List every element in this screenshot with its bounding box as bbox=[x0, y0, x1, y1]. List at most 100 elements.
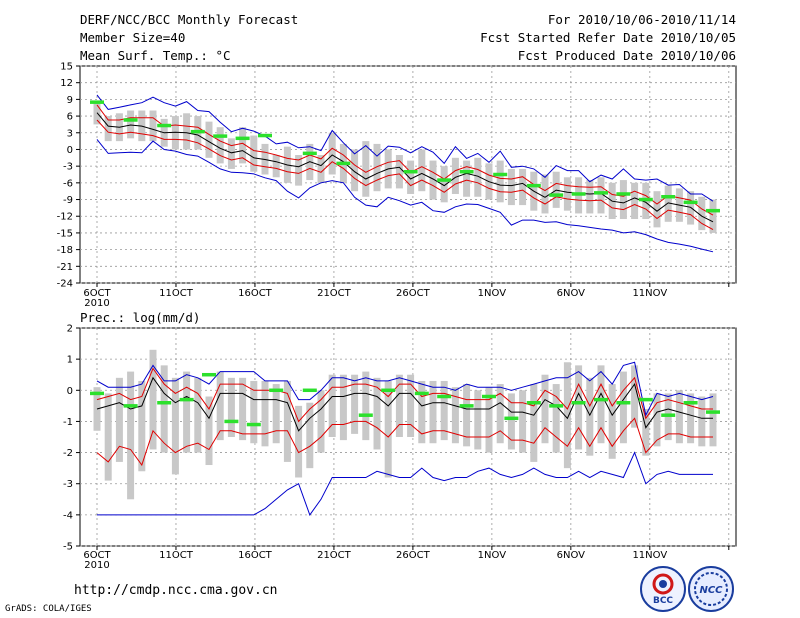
p1-box bbox=[239, 377, 247, 441]
p1-box bbox=[496, 384, 504, 444]
p1-box bbox=[642, 408, 650, 456]
p1-box bbox=[183, 371, 191, 453]
p0-box bbox=[563, 177, 571, 211]
p0-box bbox=[597, 177, 605, 214]
p0-ytick-label: 3 bbox=[67, 128, 73, 139]
ncc-logo: NCC bbox=[688, 566, 734, 612]
p0-ytick-label: -24 bbox=[57, 279, 73, 290]
p0-box bbox=[149, 110, 157, 142]
p1-box bbox=[608, 384, 616, 459]
p1-xtick-label: 1NOV bbox=[478, 550, 507, 561]
p1-box bbox=[317, 390, 325, 453]
p1-box bbox=[418, 380, 426, 444]
p1-line-4 bbox=[97, 451, 713, 516]
p1-box bbox=[440, 380, 448, 441]
p0-xtick-label: 1NOV bbox=[478, 288, 507, 299]
p1-box bbox=[575, 365, 583, 450]
p1-box bbox=[115, 377, 123, 462]
p0-xyear-label: 2010 bbox=[84, 298, 109, 309]
p1-box bbox=[295, 405, 303, 478]
p1-frame bbox=[79, 327, 737, 547]
p1-box bbox=[474, 390, 482, 450]
p1-box bbox=[530, 384, 538, 462]
p1-box bbox=[541, 374, 549, 444]
p1-box bbox=[261, 380, 269, 447]
p1-xtick-label: 11NOV bbox=[632, 550, 667, 561]
p0-xtick-label: 6OCT bbox=[83, 288, 111, 299]
p0-ytick-label: 9 bbox=[67, 95, 73, 106]
p1-box bbox=[395, 374, 403, 437]
source-url[interactable]: http://cmdp.ncc.cma.gov.cn bbox=[74, 583, 278, 598]
p1-box bbox=[552, 384, 560, 453]
p0-box bbox=[631, 182, 639, 220]
ncc-logo-text: NCC bbox=[699, 585, 723, 596]
p0-box bbox=[418, 149, 426, 192]
bcc-emblem-icon: BCC bbox=[652, 573, 674, 606]
p0-ytick-label: -12 bbox=[57, 212, 73, 223]
p0-box bbox=[127, 110, 135, 139]
p1-xtick-label: 6OCT bbox=[83, 550, 111, 561]
p0-ytick-label: 12 bbox=[60, 78, 73, 89]
variable-label: Mean Surf. Temp.: °C bbox=[80, 48, 231, 63]
p1-box bbox=[194, 377, 202, 453]
p1-box bbox=[619, 371, 627, 444]
p0-box bbox=[664, 185, 672, 222]
p0-ytick-label: -18 bbox=[57, 245, 73, 256]
p0-box bbox=[496, 160, 504, 203]
p0-box bbox=[227, 138, 235, 169]
p0-ytick-label: -9 bbox=[63, 195, 73, 206]
p0-ytick-label: -6 bbox=[63, 178, 73, 189]
p1-box bbox=[687, 393, 695, 444]
p0-box bbox=[474, 157, 482, 197]
p1-box bbox=[283, 380, 291, 462]
p0-box bbox=[183, 113, 191, 150]
p0-box bbox=[429, 160, 437, 200]
p1-box bbox=[216, 371, 224, 441]
forecast-started: Fcst Started Refer Date 2010/10/05 bbox=[480, 30, 736, 45]
p1-box bbox=[384, 380, 392, 478]
p1-xyear-label: 2010 bbox=[84, 560, 109, 571]
p1-box bbox=[675, 390, 683, 444]
p0-box bbox=[216, 127, 224, 164]
p1-box bbox=[373, 377, 381, 450]
p0-xtick-label: 6NOV bbox=[557, 288, 586, 299]
p0-box bbox=[239, 127, 247, 164]
member-size: Member Size=40 bbox=[80, 30, 186, 45]
p0-line-1 bbox=[96, 104, 714, 216]
p0-box bbox=[104, 116, 112, 142]
p0-ytick-label: -15 bbox=[57, 228, 73, 239]
grads-credit: GrADS: COLA/IGES bbox=[5, 604, 92, 614]
p0-line-3 bbox=[96, 94, 714, 202]
bcc-logo-text: BCC bbox=[653, 596, 673, 606]
p1-box bbox=[227, 377, 235, 437]
p1-box bbox=[597, 365, 605, 444]
p1-line-2 bbox=[96, 417, 713, 467]
p0-box bbox=[709, 199, 717, 233]
p0-box bbox=[317, 155, 325, 183]
p1-box bbox=[586, 377, 594, 456]
p0-box bbox=[328, 132, 336, 175]
p1-box bbox=[250, 380, 258, 444]
chart-title: DERF/NCC/BCC Monthly Forecast bbox=[80, 12, 299, 27]
p0-box bbox=[171, 116, 179, 150]
p1-box bbox=[138, 380, 146, 472]
precip-title: Prec.: log(mm/d) bbox=[80, 310, 200, 325]
p1-xtick-label: 6NOV bbox=[557, 550, 586, 561]
p0-box bbox=[653, 191, 661, 228]
p1-box bbox=[104, 393, 112, 481]
p1-ytick-label: -3 bbox=[63, 479, 73, 490]
p1-box bbox=[149, 349, 157, 450]
p1-box bbox=[698, 396, 706, 447]
p0-frame bbox=[79, 65, 737, 284]
p0-box bbox=[272, 155, 280, 178]
p1-xtick-label: 16OCT bbox=[238, 550, 273, 561]
p1-box bbox=[351, 374, 359, 434]
p1-xtick-label: 11OCT bbox=[159, 550, 194, 561]
p0-box bbox=[407, 160, 415, 194]
p1-box bbox=[205, 396, 213, 466]
p0-ytick-label: 0 bbox=[67, 145, 73, 156]
forecast-produced: Fcst Produced Date 2010/10/06 bbox=[517, 48, 736, 63]
p0-box bbox=[205, 121, 213, 158]
p0-ytick-label: 6 bbox=[67, 112, 73, 123]
